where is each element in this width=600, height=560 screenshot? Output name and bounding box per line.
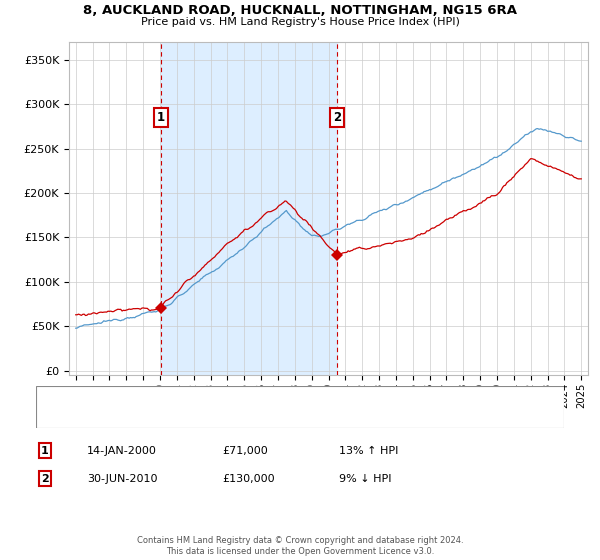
Text: Price paid vs. HM Land Registry's House Price Index (HPI): Price paid vs. HM Land Registry's House … xyxy=(140,17,460,27)
Text: 30-JUN-2010: 30-JUN-2010 xyxy=(87,474,157,484)
Text: £71,000: £71,000 xyxy=(222,446,268,456)
Text: 14-JAN-2000: 14-JAN-2000 xyxy=(87,446,157,456)
Text: 8, AUCKLAND ROAD, HUCKNALL, NOTTINGHAM, NG15 6RA: 8, AUCKLAND ROAD, HUCKNALL, NOTTINGHAM, … xyxy=(83,4,517,17)
Text: 8, AUCKLAND ROAD, HUCKNALL, NOTTINGHAM, NG15 6RA (detached house): 8, AUCKLAND ROAD, HUCKNALL, NOTTINGHAM, … xyxy=(83,393,482,403)
FancyBboxPatch shape xyxy=(36,386,564,428)
Text: Contains HM Land Registry data © Crown copyright and database right 2024.
This d: Contains HM Land Registry data © Crown c… xyxy=(137,536,463,556)
Text: 1: 1 xyxy=(41,446,49,456)
Text: £130,000: £130,000 xyxy=(222,474,275,484)
Bar xyxy=(161,42,337,375)
Text: HPI: Average price, detached house, Ashfield: HPI: Average price, detached house, Ashf… xyxy=(83,412,319,422)
Text: 2: 2 xyxy=(333,111,341,124)
Text: 13% ↑ HPI: 13% ↑ HPI xyxy=(339,446,398,456)
Text: 2: 2 xyxy=(41,474,49,484)
Text: 9% ↓ HPI: 9% ↓ HPI xyxy=(339,474,391,484)
Text: 1: 1 xyxy=(157,111,165,124)
